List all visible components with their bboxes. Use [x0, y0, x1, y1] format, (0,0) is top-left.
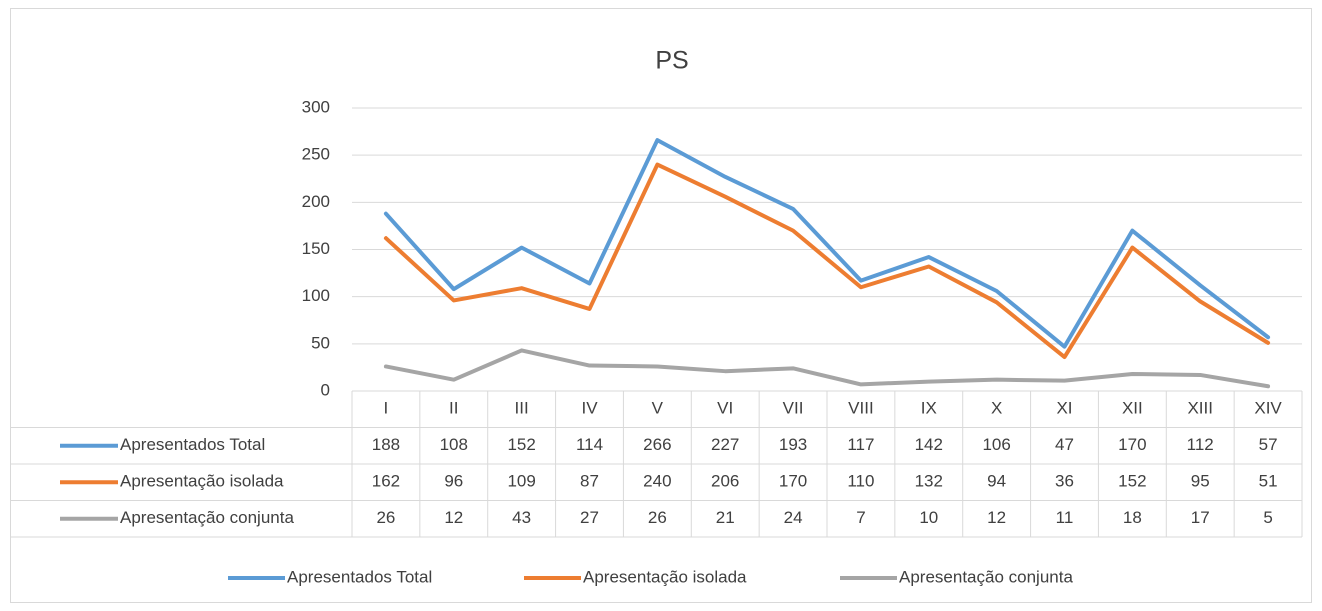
chart-title: PS	[655, 47, 688, 75]
table-cell: 112	[1187, 435, 1214, 454]
table-cell: 26	[648, 508, 667, 527]
table-cell: 109	[507, 472, 535, 491]
table-cell: 206	[711, 472, 739, 491]
table-cell: 12	[444, 508, 463, 527]
table-cell: 94	[987, 472, 1006, 491]
x-tick-label: XII	[1122, 399, 1143, 418]
table-cell: 266	[643, 435, 671, 454]
table-cell: 240	[643, 472, 671, 491]
table-cell: 96	[444, 472, 463, 491]
x-tick-label: IX	[921, 399, 937, 418]
x-tick-label: X	[991, 399, 1002, 418]
table-cell: 227	[711, 435, 739, 454]
table-cell: 95	[1191, 472, 1210, 491]
x-tick-label: II	[449, 399, 458, 418]
y-tick-label: 250	[302, 145, 330, 164]
table-cell: 12	[987, 508, 1006, 527]
table-row-label: Apresentados Total	[120, 435, 265, 454]
table-cell: 17	[1191, 508, 1210, 527]
y-tick-label: 0	[321, 380, 330, 399]
table-cell: 26	[376, 508, 395, 527]
table-cell: 106	[982, 435, 1010, 454]
legend-label: Apresentação isolada	[583, 567, 747, 586]
table-cell: 117	[847, 435, 874, 454]
table-cell: 193	[779, 435, 807, 454]
table-cell: 108	[440, 435, 468, 454]
table-cell: 114	[576, 435, 603, 454]
y-tick-label: 200	[302, 192, 330, 211]
table-cell: 188	[372, 435, 400, 454]
table-cell: 170	[779, 472, 807, 491]
x-tick-label: I	[384, 399, 389, 418]
table-cell: 132	[915, 472, 943, 491]
x-tick-label: III	[515, 399, 529, 418]
series-line	[383, 348, 1271, 389]
table-cell: 87	[580, 472, 599, 491]
legend-label: Apresentados Total	[287, 567, 432, 586]
table-cell: 21	[716, 508, 735, 527]
y-tick-label: 100	[302, 286, 330, 305]
table-cell: 24	[784, 508, 803, 527]
series-line	[383, 138, 1271, 349]
table-cell: 57	[1259, 435, 1278, 454]
y-tick-label: 150	[302, 239, 330, 258]
table-cell: 7	[856, 508, 865, 527]
y-tick-label: 300	[302, 97, 330, 116]
x-tick-label: XIV	[1254, 399, 1282, 418]
x-tick-label: V	[652, 399, 664, 418]
table-cell: 152	[507, 435, 535, 454]
legend-label: Apresentação conjunta	[899, 567, 1073, 586]
table-cell: 5	[1263, 508, 1272, 527]
table-cell: 152	[1118, 472, 1146, 491]
table-cell: 51	[1259, 472, 1278, 491]
x-tick-label: XIII	[1187, 399, 1213, 418]
table-cell: 27	[580, 508, 599, 527]
x-tick-label: XI	[1056, 399, 1072, 418]
table-cell: 162	[372, 472, 400, 491]
table-cell: 36	[1055, 472, 1074, 491]
table-cell: 18	[1123, 508, 1142, 527]
table-cell: 11	[1056, 508, 1074, 527]
table-cell: 170	[1118, 435, 1146, 454]
x-tick-label: VIII	[848, 399, 874, 418]
table-cell: 142	[915, 435, 943, 454]
table-cell: 43	[512, 508, 531, 527]
x-tick-label: VI	[717, 399, 733, 418]
table-cell: 47	[1055, 435, 1074, 454]
table-cell: 10	[919, 508, 938, 527]
y-tick-label: 50	[311, 333, 330, 352]
x-tick-label: VII	[783, 399, 804, 418]
x-tick-label: IV	[581, 399, 598, 418]
table-cell: 110	[847, 472, 874, 491]
table-row-label: Apresentação isolada	[120, 472, 284, 491]
series-line	[383, 162, 1271, 360]
table-row-label: Apresentação conjunta	[120, 508, 294, 527]
